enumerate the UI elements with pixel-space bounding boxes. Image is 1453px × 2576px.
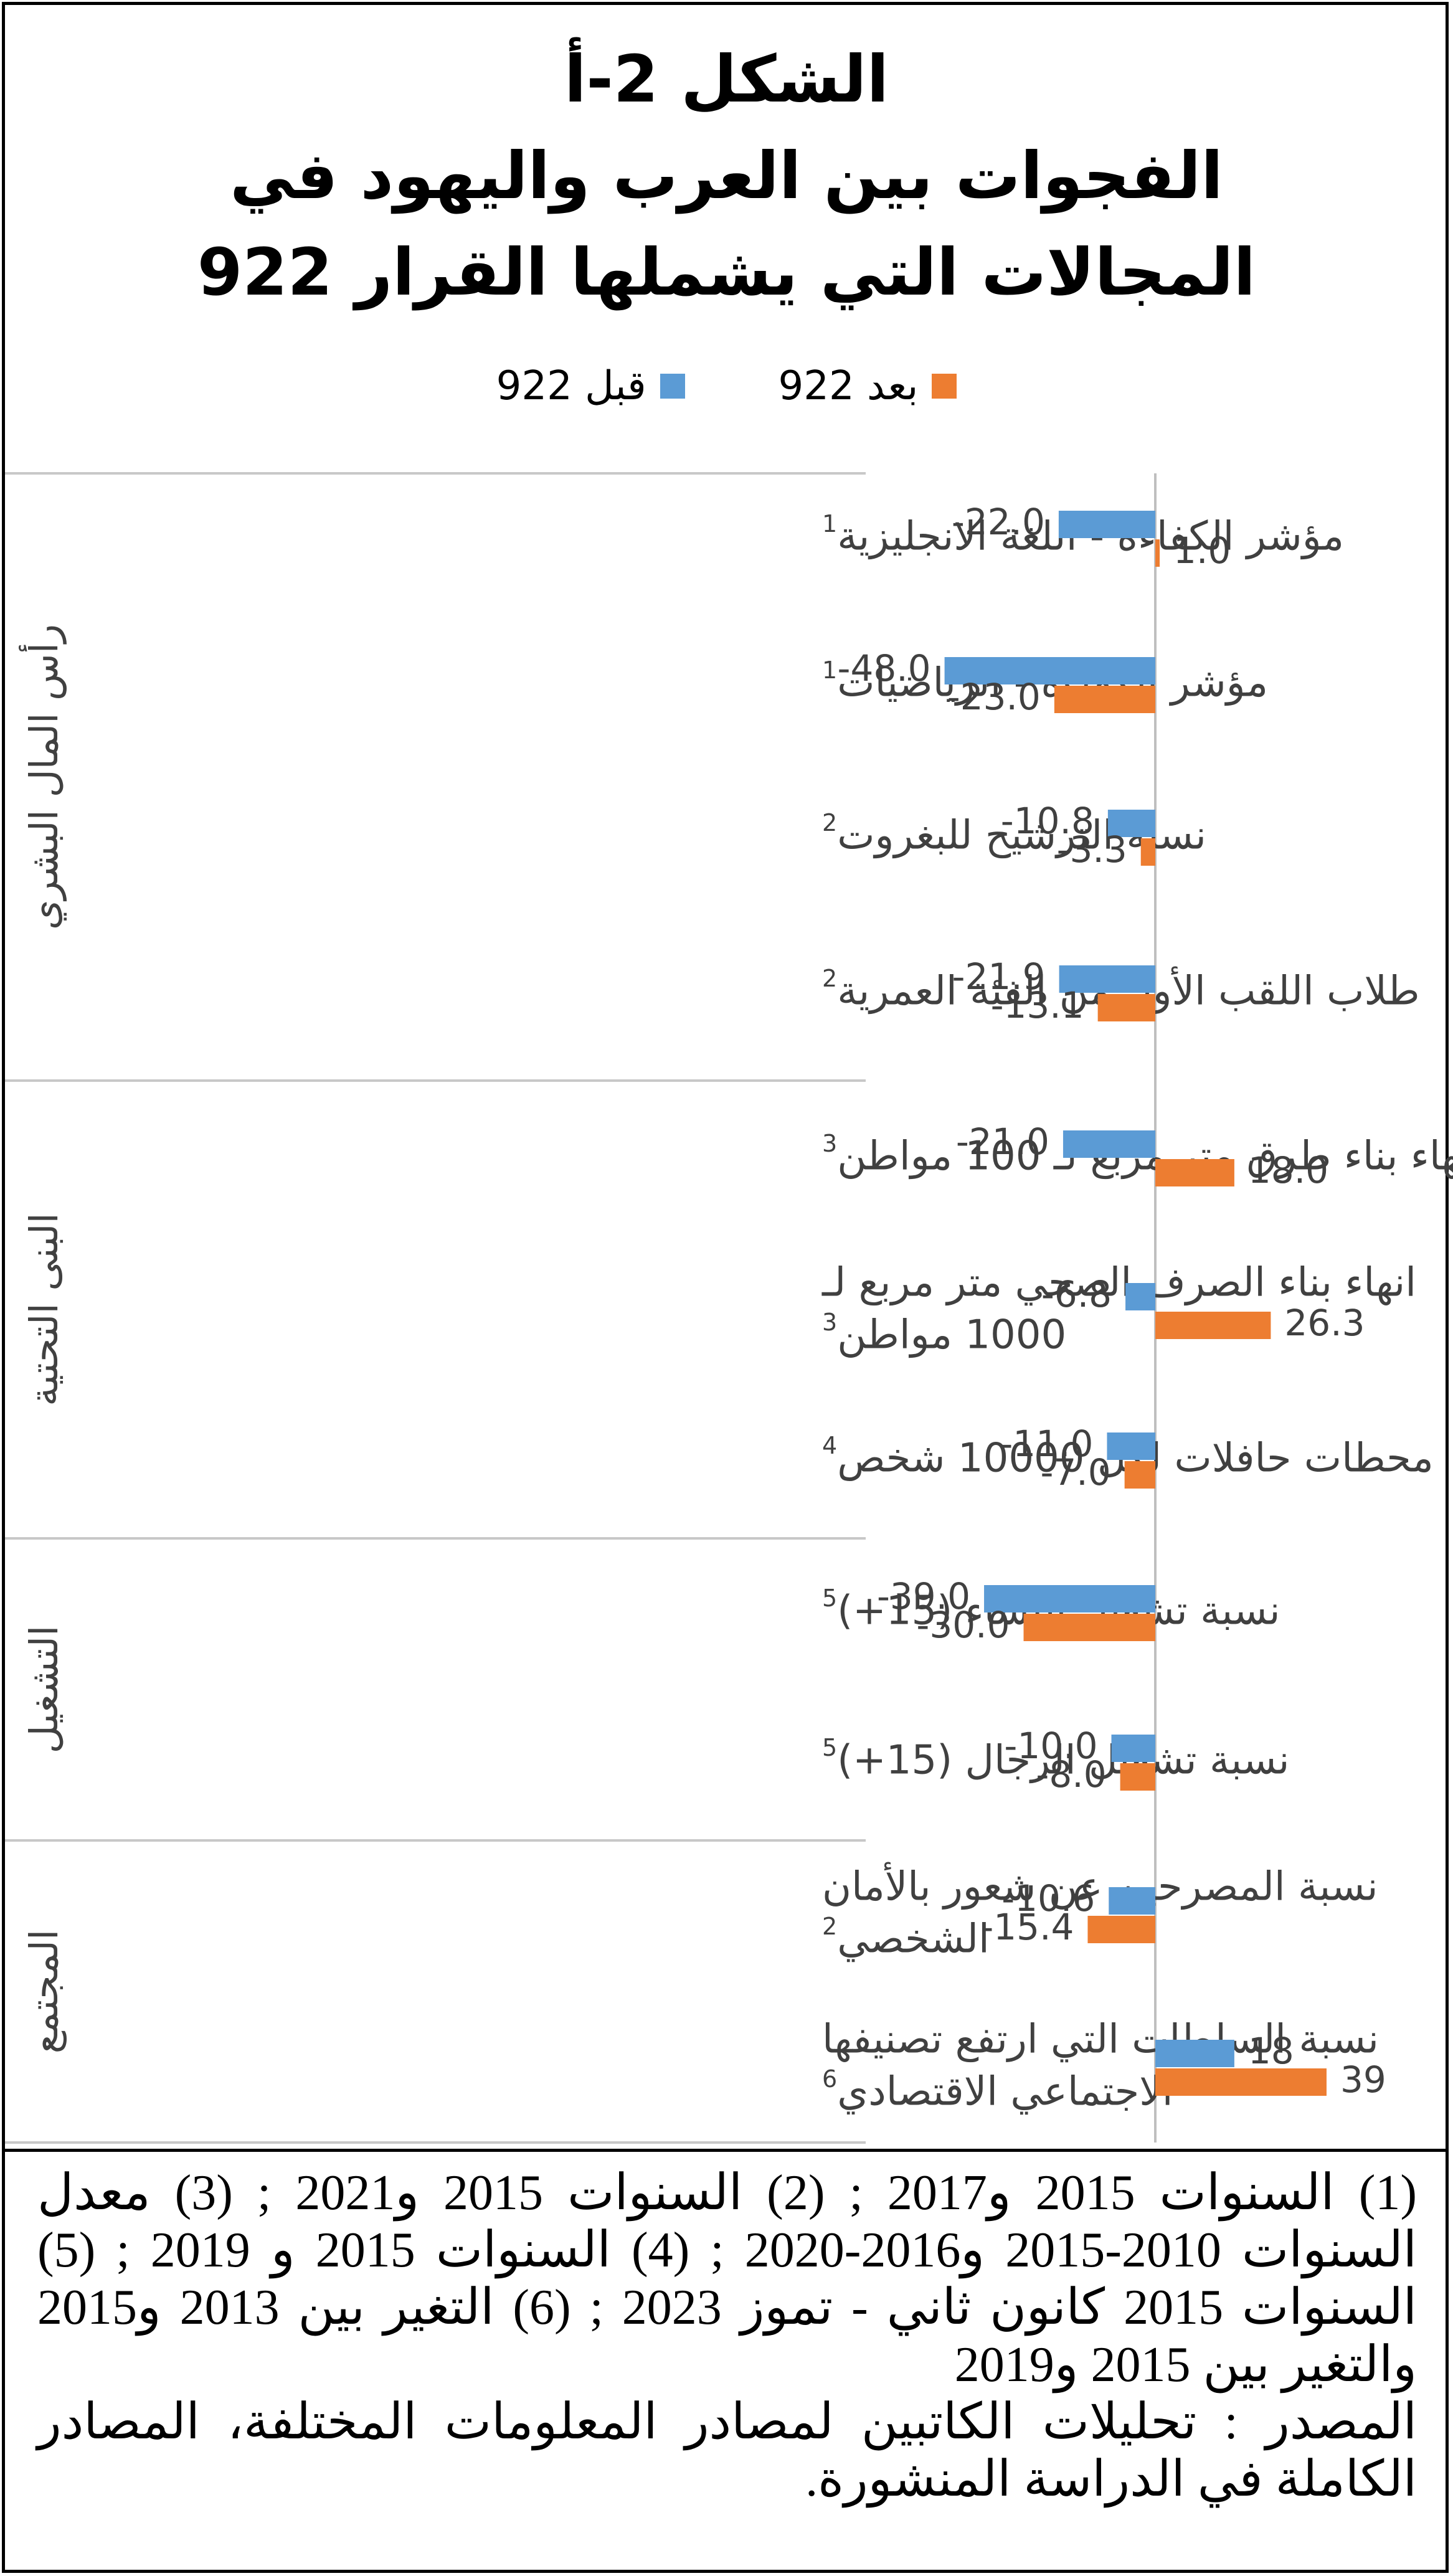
chart-legend: قبل 922 بعد 922 (0, 358, 1453, 414)
title-line-3: المجالات التي يشملها القرار 922 (197, 234, 1256, 310)
footnote-marker: 5 (822, 1734, 837, 1761)
data-label: 26.3 (1284, 1302, 1365, 1344)
data-label: -7.0 (1040, 1451, 1110, 1494)
data-label: -23.0 (947, 676, 1041, 718)
data-label: -11.0 (1000, 1423, 1093, 1465)
category-label: الاجتماعي الاقتصادي6 (822, 2065, 1173, 2115)
data-label: -22.0 (952, 501, 1045, 543)
bar-after (1087, 1916, 1155, 1943)
bar-before (1107, 1432, 1155, 1460)
bar-before (984, 1585, 1155, 1612)
bar-before (944, 657, 1155, 684)
footnote-marker: 4 (822, 1432, 837, 1459)
data-label: -15.4 (980, 1906, 1074, 1948)
bar-before (1059, 965, 1155, 993)
bar-before (1058, 511, 1155, 538)
footnote-marker: 3 (822, 1130, 837, 1157)
data-label: -13.1 (991, 984, 1084, 1026)
data-label: -8.0 (1036, 1753, 1106, 1796)
data-label: -21.9 (952, 955, 1046, 998)
bar-before (1109, 1887, 1155, 1915)
bar-after (1023, 1614, 1155, 1641)
data-label: -10.8 (1001, 800, 1094, 842)
footnote-marker: 3 (822, 1309, 837, 1336)
bar-after (1155, 1312, 1271, 1339)
legend-swatch-before (660, 374, 685, 399)
legend-swatch-after (932, 374, 957, 399)
data-label: -10.0 (1004, 1725, 1097, 1767)
footnote-marker: 1 (822, 656, 837, 684)
footnotes-text: (1) السنوات 2015 و2017 ; (2) السنوات 201… (37, 2166, 1418, 2392)
group-label: المجتمع (21, 1930, 67, 2054)
data-label: 1.0 (1173, 529, 1231, 572)
category-label: الشخصي2 (822, 1913, 990, 1963)
footnote-marker: 6 (822, 2065, 837, 2093)
bar-after (1097, 994, 1155, 1021)
data-label: -21.0 (956, 1120, 1049, 1163)
footnote-marker: 5 (822, 1584, 837, 1612)
data-label: -30.0 (916, 1604, 1010, 1646)
bar-after (1155, 1159, 1234, 1186)
category-label: 1000 مواطن3 (822, 1309, 1066, 1358)
bar-before (1111, 1735, 1155, 1762)
legend-label-after: بعد 922 (778, 363, 919, 409)
chart-plot: رأس المال البشري البنى التحتية التشغيل المج… (5, 472, 1453, 2144)
footnote-marker: 2 (822, 965, 837, 992)
group-label: رأس المال البشري (19, 624, 67, 930)
bar-after (1155, 539, 1160, 567)
data-label: -48.0 (838, 647, 931, 689)
data-label: -3.3 (1057, 828, 1127, 871)
source-text: المصدر : تحليلات الكاتبين لمصادر المعلوم… (37, 2395, 1417, 2507)
footnote-marker: 2 (822, 1913, 837, 1940)
group-label: البنى التحتية (21, 1213, 67, 1406)
category-label: نسبة السلطات التي ارتفع تصنيفها (822, 2017, 1379, 2063)
category-label: نسبة تشغيل الرجال (15+)5 (822, 1734, 1289, 1784)
bar-before (1107, 810, 1155, 837)
data-label: -6.8 (1041, 1273, 1112, 1315)
data-label: -39.0 (877, 1575, 970, 1617)
bar-after (1140, 838, 1155, 866)
bar-after (1124, 1461, 1155, 1489)
bar-after (1120, 1763, 1155, 1791)
legend-label-before: قبل 922 (496, 363, 646, 409)
data-label: -10.6 (1001, 1877, 1095, 1920)
data-label: 18 (1248, 2030, 1294, 2072)
bar-before (1125, 1283, 1155, 1310)
bar-before (1063, 1130, 1155, 1158)
data-label: 39 (1340, 2058, 1386, 2101)
bar-before (1155, 2040, 1234, 2067)
footnote-marker: 1 (822, 510, 837, 537)
title-line-2: الفجوات بين العرب واليهود في (230, 138, 1223, 214)
notes-divider (5, 2149, 1448, 2152)
title-line-1: الشكل 2-أ (564, 41, 889, 117)
category-label: انهاء بناء الصرف الصحي متر مربع لـ (821, 1260, 1416, 1306)
bar-after (1155, 2068, 1327, 2096)
bar-after (1054, 686, 1155, 713)
data-label: 18.0 (1248, 1149, 1328, 1191)
legend-item-before: قبل 922 (496, 363, 685, 409)
group-label: التشغيل (21, 1626, 67, 1754)
chart-title: الشكل 2-أ الفجوات بين العرب واليهود في ا… (0, 31, 1453, 321)
chart-notes: (1) السنوات 2015 و2017 ; (2) السنوات 201… (37, 2164, 1417, 2508)
category-label: نسبة المصرحين عن شعور بالأمان (822, 1862, 1378, 1910)
footnote-marker: 2 (822, 809, 837, 836)
legend-item-after: بعد 922 (779, 363, 957, 409)
